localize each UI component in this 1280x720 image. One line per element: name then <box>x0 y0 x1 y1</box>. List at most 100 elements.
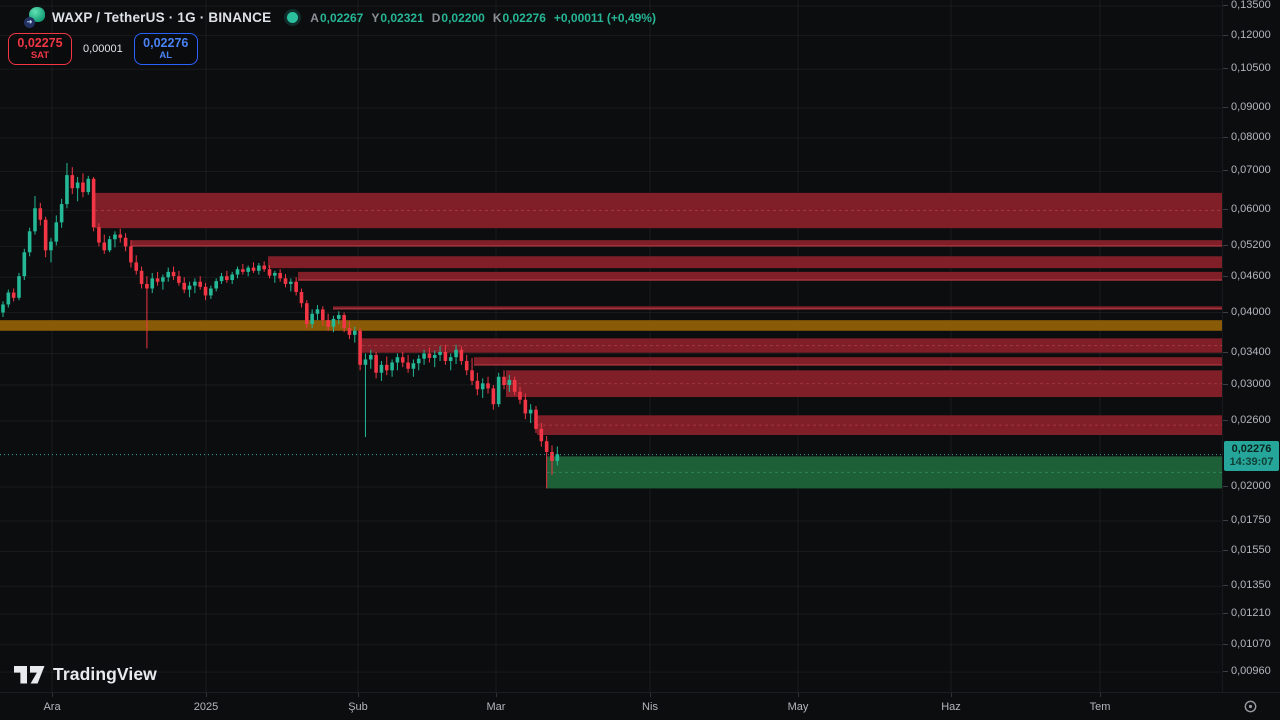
symbol-legend[interactable]: ➜ WAXP / TetherUS · 1G · BINANCE A 0,0226… <box>24 7 656 28</box>
price-tick-label: 0,01750 <box>1223 513 1271 526</box>
candle-body <box>294 281 298 292</box>
candle-body <box>257 265 261 271</box>
price-tick-label: 0,06000 <box>1223 203 1271 216</box>
supply-zone[interactable] <box>268 256 1222 269</box>
price-tick-label: 0,05200 <box>1223 239 1271 252</box>
candle-body <box>390 362 394 371</box>
candle-body <box>331 318 336 327</box>
axis-settings-gear-icon[interactable] <box>1243 699 1258 714</box>
candle-body <box>283 278 288 284</box>
candle-body <box>49 241 53 251</box>
candle-body <box>443 351 448 361</box>
candle-body <box>17 276 21 298</box>
candle-body <box>65 175 69 205</box>
price-tick-label: 0,01070 <box>1223 637 1271 650</box>
chart-pane[interactable] <box>0 0 1222 692</box>
candle-body <box>6 292 11 305</box>
candle-body <box>107 239 112 251</box>
candle-body <box>33 208 37 232</box>
candle-body <box>166 271 171 278</box>
candle-body <box>289 281 293 284</box>
supply-zone[interactable] <box>362 338 1222 353</box>
candle-body <box>75 182 80 189</box>
candle-body <box>550 451 554 461</box>
time-tick-mark <box>358 693 359 697</box>
price-axis[interactable]: 0,02276 14:39:07 0,13500 0,12000 0,10500 0,… <box>1222 0 1280 692</box>
candle-body <box>534 409 538 429</box>
candle-body <box>518 391 522 400</box>
candle-body <box>496 376 501 405</box>
demand-zone[interactable] <box>547 456 1222 489</box>
symbol-title[interactable]: WAXP / TetherUS · 1G · BINANCE <box>52 10 272 25</box>
candle-body <box>102 242 107 251</box>
candle-body <box>278 272 282 279</box>
waxp-coin-icon: ➜ <box>24 7 45 28</box>
candle-body <box>374 354 378 373</box>
sell-price: 0,02275 <box>17 35 63 50</box>
price-tick-label: 0,09000 <box>1223 101 1271 114</box>
sell-label: SAT <box>30 49 50 61</box>
supply-zone[interactable] <box>474 357 1222 365</box>
candle-body <box>427 353 432 358</box>
candle-body <box>27 231 32 253</box>
bar-countdown: 14:39:07 <box>1229 456 1274 469</box>
last-price-label[interactable]: 0,02276 14:39:07 <box>1224 440 1279 472</box>
time-axis[interactable]: Ara 2025 Şub Mar Nis May Haz Tem <box>0 692 1280 720</box>
price-tick-label: 0,13500 <box>1223 0 1271 11</box>
candle-body <box>86 178 91 193</box>
open-label: A <box>310 10 319 25</box>
candle-body <box>368 354 373 360</box>
candle-body <box>459 349 464 361</box>
candle-body <box>305 303 309 325</box>
time-tick-mark <box>951 693 952 697</box>
open-value: 0,02267 <box>319 10 364 25</box>
candle-body <box>363 359 368 365</box>
candle-body <box>491 388 496 405</box>
price-tick-label: 0,00960 <box>1223 665 1271 678</box>
candle-body <box>528 409 533 414</box>
high-label: Y <box>371 10 380 25</box>
supply-zone[interactable] <box>298 271 1222 281</box>
time-tick-label: Nis <box>642 701 658 713</box>
price-tick-label: 0,01550 <box>1223 544 1271 557</box>
supply-zone[interactable] <box>333 306 1222 309</box>
candle-body <box>395 357 400 363</box>
candle-body <box>97 227 101 243</box>
ohlc-values: A 0,02267 Y 0,02321 D 0,02200 K 0,02276 +0,0… <box>310 11 656 25</box>
candle-body <box>91 178 96 228</box>
candle-body <box>342 315 346 329</box>
level-zone[interactable] <box>0 320 1222 331</box>
price-tick-label: 0,04000 <box>1223 305 1271 318</box>
price-tick-label: 0,03400 <box>1223 346 1271 359</box>
candle-body <box>241 269 245 272</box>
candle-body <box>1 304 5 313</box>
candle-body <box>59 204 64 223</box>
buy-button[interactable]: 0,02276 AL <box>133 33 198 65</box>
candle-body <box>246 267 250 272</box>
candle-body <box>507 380 512 385</box>
sell-button[interactable]: 0,02275 SAT <box>8 33 72 65</box>
candle-body <box>193 281 197 286</box>
candle-body <box>406 362 410 369</box>
candle-body <box>379 364 384 373</box>
price-tick-label: 0,10500 <box>1223 62 1271 75</box>
candle-body <box>512 380 517 392</box>
candle-body <box>22 252 27 277</box>
candlestick-chart-canvas[interactable] <box>0 0 1222 692</box>
time-tick-label: Şub <box>348 701 368 713</box>
candle-body <box>155 278 160 282</box>
candle-body <box>544 441 549 452</box>
high-value: 0,02321 <box>380 10 424 25</box>
supply-zone[interactable] <box>131 240 1222 246</box>
tradingview-logo[interactable]: TradingView <box>14 664 157 685</box>
supply-zone[interactable] <box>506 370 1222 398</box>
candle-body <box>422 353 426 359</box>
time-tick-mark <box>52 693 53 697</box>
candle-body <box>411 363 416 369</box>
candle-body <box>123 237 128 247</box>
supply-zone[interactable] <box>95 192 1222 229</box>
candle-body <box>187 285 192 290</box>
supply-zone[interactable] <box>537 415 1222 436</box>
candle-body <box>523 399 528 414</box>
